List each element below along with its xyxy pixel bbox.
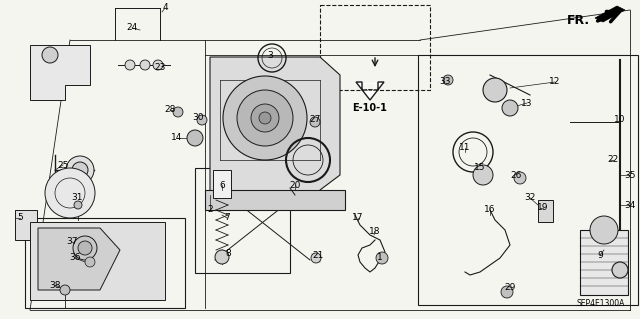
Text: 22: 22 xyxy=(607,155,619,165)
Polygon shape xyxy=(210,57,340,195)
Polygon shape xyxy=(356,82,384,100)
Text: 29: 29 xyxy=(504,284,516,293)
Circle shape xyxy=(85,257,95,267)
Bar xyxy=(580,230,628,295)
Circle shape xyxy=(74,201,82,209)
Bar xyxy=(213,170,231,198)
Text: 34: 34 xyxy=(624,201,636,210)
Bar xyxy=(538,200,553,222)
Circle shape xyxy=(473,165,493,185)
Bar xyxy=(418,55,638,305)
Text: 21: 21 xyxy=(312,250,324,259)
Circle shape xyxy=(140,60,150,70)
Text: 10: 10 xyxy=(614,115,626,124)
Circle shape xyxy=(259,112,271,124)
Text: 26: 26 xyxy=(510,170,522,180)
Circle shape xyxy=(612,262,628,278)
Text: 9: 9 xyxy=(597,250,603,259)
Bar xyxy=(195,168,290,273)
Text: 4: 4 xyxy=(162,4,168,12)
Text: 28: 28 xyxy=(164,106,176,115)
Circle shape xyxy=(251,104,279,132)
Circle shape xyxy=(215,250,229,264)
Text: 15: 15 xyxy=(474,164,486,173)
Circle shape xyxy=(310,117,320,127)
Text: 8: 8 xyxy=(225,249,231,257)
Text: 30: 30 xyxy=(192,114,204,122)
Polygon shape xyxy=(38,228,120,290)
Circle shape xyxy=(237,90,293,146)
Text: 13: 13 xyxy=(521,99,532,108)
Circle shape xyxy=(376,252,388,264)
Text: SEP4E1300A: SEP4E1300A xyxy=(577,299,625,308)
Text: 38: 38 xyxy=(49,280,61,290)
Circle shape xyxy=(72,162,88,178)
Bar xyxy=(25,218,185,308)
Circle shape xyxy=(73,236,97,260)
Text: 20: 20 xyxy=(289,181,301,189)
Circle shape xyxy=(66,156,94,184)
Text: 11: 11 xyxy=(460,144,471,152)
Circle shape xyxy=(514,172,526,184)
Text: 36: 36 xyxy=(69,254,81,263)
Circle shape xyxy=(501,286,513,298)
Text: 17: 17 xyxy=(352,213,364,222)
Text: 33: 33 xyxy=(439,78,451,86)
Circle shape xyxy=(197,115,207,125)
Text: 5: 5 xyxy=(17,213,23,222)
Text: 7: 7 xyxy=(224,213,230,222)
Circle shape xyxy=(223,76,307,160)
Circle shape xyxy=(483,78,507,102)
Circle shape xyxy=(78,241,92,255)
Text: 35: 35 xyxy=(624,170,636,180)
Polygon shape xyxy=(30,45,90,100)
Polygon shape xyxy=(595,6,625,22)
Text: 2: 2 xyxy=(207,205,213,214)
Polygon shape xyxy=(205,190,345,210)
Polygon shape xyxy=(30,222,165,300)
Text: 14: 14 xyxy=(172,133,182,143)
Text: 25: 25 xyxy=(58,160,68,169)
Text: 6: 6 xyxy=(219,181,225,189)
Text: FR.: FR. xyxy=(567,13,590,26)
Text: 23: 23 xyxy=(154,63,166,72)
Text: 37: 37 xyxy=(67,238,77,247)
Text: 24: 24 xyxy=(126,24,138,33)
Circle shape xyxy=(443,75,453,85)
Text: ▽: ▽ xyxy=(364,81,376,99)
Circle shape xyxy=(187,130,203,146)
Bar xyxy=(320,5,430,90)
Text: 27: 27 xyxy=(309,115,321,124)
Circle shape xyxy=(502,100,518,116)
Bar xyxy=(15,210,37,240)
Circle shape xyxy=(153,60,163,70)
Text: 1: 1 xyxy=(377,254,383,263)
Circle shape xyxy=(590,216,618,244)
Text: 31: 31 xyxy=(71,194,83,203)
Circle shape xyxy=(173,107,183,117)
Circle shape xyxy=(42,47,58,63)
Text: 16: 16 xyxy=(484,205,496,214)
Text: 12: 12 xyxy=(549,78,561,86)
Circle shape xyxy=(311,253,321,263)
Circle shape xyxy=(125,60,135,70)
Text: E-10-1: E-10-1 xyxy=(353,103,387,113)
Text: 32: 32 xyxy=(524,194,536,203)
Text: 3: 3 xyxy=(267,50,273,60)
Circle shape xyxy=(60,285,70,295)
Circle shape xyxy=(45,168,95,218)
Text: 19: 19 xyxy=(537,204,548,212)
Text: 18: 18 xyxy=(369,227,381,236)
